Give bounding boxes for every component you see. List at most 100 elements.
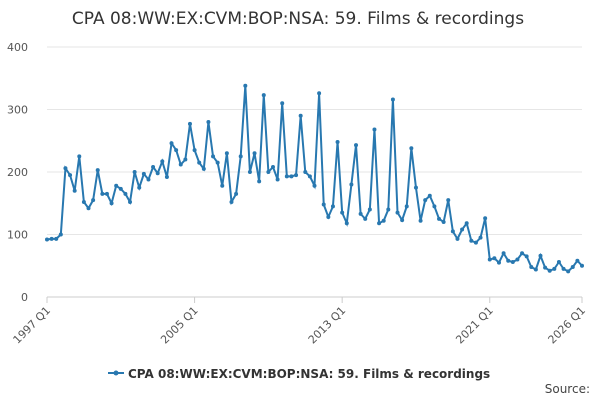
point: [496, 260, 501, 265]
point: [252, 151, 257, 156]
point: [178, 162, 183, 167]
point: [372, 127, 377, 132]
point: [137, 185, 142, 190]
point: [123, 191, 128, 196]
point: [77, 154, 82, 159]
point: [487, 257, 492, 262]
point: [335, 140, 340, 144]
y-tick-label: 400: [7, 41, 28, 54]
point: [340, 210, 345, 215]
point: [506, 258, 511, 263]
point: [58, 232, 63, 237]
point: [284, 174, 289, 179]
point: [326, 215, 331, 219]
point: [118, 186, 123, 191]
point: [483, 216, 488, 221]
point: [492, 256, 497, 261]
point: [446, 198, 451, 203]
point: [363, 216, 368, 221]
point: [423, 198, 428, 203]
point: [72, 188, 77, 193]
point: [298, 113, 303, 118]
point: [289, 174, 294, 179]
point: [81, 200, 86, 204]
point: [261, 93, 266, 98]
point: [395, 210, 400, 215]
point: [104, 191, 109, 196]
point: [520, 251, 525, 256]
point: [510, 260, 515, 264]
point: [349, 182, 354, 187]
point: [381, 218, 386, 223]
point: [215, 160, 220, 165]
y-tick-label: 300: [7, 104, 28, 117]
point: [524, 254, 529, 259]
point: [547, 268, 552, 273]
x-tick-label: 2013 Q1: [306, 304, 349, 347]
point: [321, 202, 326, 207]
chart-title: CPA 08:WW:EX:CVM:BOP:NSA: 59. Films & re…: [72, 9, 524, 29]
point: [312, 183, 317, 188]
series-line: [46, 85, 583, 273]
point: [54, 236, 59, 241]
point: [464, 221, 469, 226]
point: [317, 91, 322, 96]
y-tick-label: 0: [21, 291, 28, 304]
point: [473, 240, 478, 245]
point: [151, 165, 156, 169]
point: [220, 183, 225, 188]
y-tick-label: 100: [7, 229, 28, 242]
point: [409, 146, 414, 151]
point: [160, 159, 165, 164]
point: [183, 157, 188, 162]
point: [109, 201, 114, 206]
point: [377, 221, 382, 226]
point: [543, 265, 548, 270]
point: [580, 263, 584, 268]
point: [344, 221, 349, 226]
point: [128, 200, 133, 204]
point: [114, 183, 119, 188]
point: [155, 171, 160, 176]
point: [294, 173, 299, 178]
point: [358, 211, 363, 216]
point: [229, 200, 234, 204]
point: [556, 260, 561, 264]
point: [49, 236, 54, 241]
legend-marker: [113, 370, 119, 376]
x-tick-label: 2005 Q1: [158, 304, 201, 347]
point: [404, 204, 409, 209]
point: [95, 168, 100, 173]
point: [187, 121, 192, 126]
point: [538, 253, 543, 258]
point: [390, 97, 395, 102]
point: [529, 265, 534, 269]
point: [146, 177, 151, 182]
point: [243, 83, 248, 88]
point: [400, 218, 405, 223]
point: [234, 191, 239, 196]
point: [270, 165, 275, 169]
point: [257, 179, 262, 184]
point: [330, 204, 335, 209]
point: [275, 177, 280, 182]
point: [307, 174, 312, 179]
point: [197, 160, 202, 165]
point: [45, 237, 49, 242]
point: [192, 148, 197, 153]
point: [100, 191, 105, 196]
point: [437, 216, 442, 221]
x-tick-label: 1997 Q1: [11, 304, 54, 347]
point: [211, 154, 216, 159]
point: [280, 101, 285, 106]
point: [432, 204, 437, 209]
point: [460, 227, 465, 232]
point: [575, 258, 580, 263]
y-tick-label: 200: [7, 166, 28, 179]
point: [354, 143, 359, 148]
point: [367, 207, 372, 212]
point: [303, 170, 308, 174]
point: [552, 266, 557, 271]
point: [224, 151, 229, 156]
